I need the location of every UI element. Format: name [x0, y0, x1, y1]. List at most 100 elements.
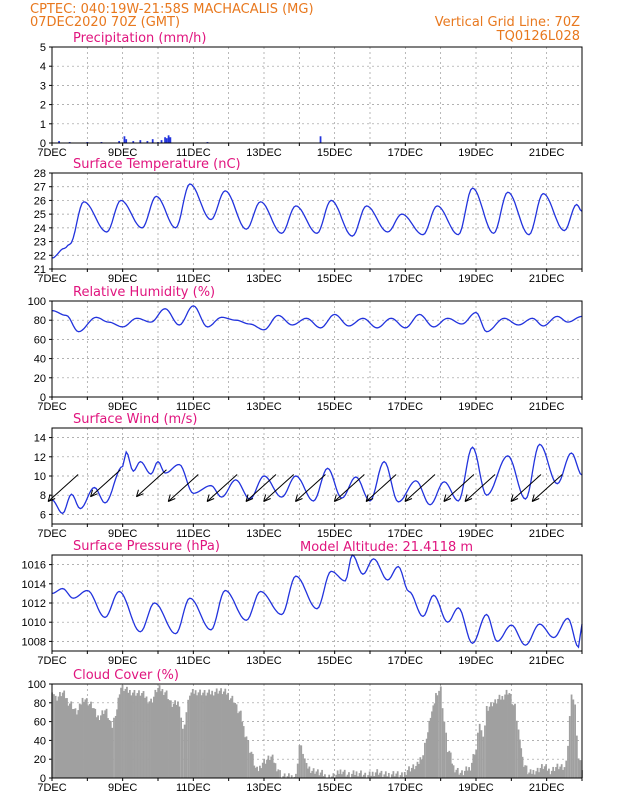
cloud-bar — [139, 695, 142, 778]
cloud-bar — [556, 763, 559, 778]
cloud-bar — [491, 706, 494, 778]
y-tick-label: 28 — [34, 168, 46, 180]
panel-title-wind: Surface Wind (m/s) — [73, 412, 197, 427]
cloud-bar — [148, 701, 151, 778]
cloud-bar — [524, 765, 527, 778]
cloud-bar — [521, 756, 524, 778]
cloud-bar — [405, 774, 408, 778]
x-tick-label: 11DEC — [176, 147, 211, 159]
cloud-bar — [151, 702, 154, 778]
cloud-bar — [197, 692, 200, 778]
cloud-bar — [522, 766, 525, 778]
cloud-bar — [264, 763, 267, 778]
cloud-bar — [399, 775, 402, 778]
cloud-bar — [567, 745, 569, 778]
precip-bar — [132, 141, 135, 143]
precip-bar — [160, 140, 163, 143]
cloud-bar — [565, 760, 568, 778]
wind-arrowhead — [294, 494, 303, 502]
cloud-bar — [261, 762, 264, 778]
panel-precip: 0 1 2 3 4 5 7DEC 9DEC 11DEC 13DEC 15DEC 17DEC 19DEC 2… — [37, 31, 583, 159]
cloud-bar — [267, 755, 270, 778]
x-tick-label: 11DEC — [176, 528, 211, 540]
y-tick-label: 10 — [34, 471, 46, 483]
y-tick-label: 21 — [34, 264, 46, 276]
cloud-bar — [247, 740, 250, 778]
cloud-bar — [141, 693, 143, 778]
y-tick-label: 40 — [34, 735, 46, 747]
cloud-bar — [268, 759, 271, 778]
x-tick-label: 17DEC — [388, 782, 424, 794]
cloud-bar — [339, 769, 342, 778]
cloud-bar — [357, 776, 359, 778]
x-tick-label: 7DEC — [37, 147, 66, 159]
cloud-bar — [217, 693, 220, 778]
cloud-bar — [235, 704, 238, 778]
x-tick-label: 21DEC — [529, 655, 565, 667]
cloud-bar — [158, 685, 161, 778]
precip-bar — [167, 135, 170, 143]
plot-frame-rh — [51, 300, 583, 398]
cloud-bar — [133, 689, 136, 778]
cloud-bar — [557, 769, 560, 778]
cloud-bar — [193, 693, 196, 778]
x-tick-label: 9DEC — [108, 528, 137, 540]
cloud-bar — [428, 720, 431, 778]
cloud-bar — [393, 776, 396, 778]
y-tick-label: 6 — [40, 509, 46, 521]
cloud-bar — [374, 772, 377, 778]
cloud-bar — [90, 701, 92, 778]
cloud-bar — [238, 711, 241, 778]
series-line-rh — [51, 305, 583, 333]
cloud-bar — [562, 769, 564, 778]
x-tick-label: 19DEC — [458, 401, 494, 413]
cloud-bar — [253, 765, 256, 778]
panel-title-rh: Relative Humidity (%) — [73, 285, 215, 300]
cloud-bar — [191, 688, 194, 778]
x-tick-label: 21DEC — [529, 528, 565, 540]
cloud-bar — [508, 693, 511, 778]
cloud-bar — [157, 687, 160, 778]
cloud-bar — [120, 687, 122, 778]
cloud-bar — [165, 690, 168, 778]
precip-bar — [146, 141, 149, 143]
cloud-bar — [497, 698, 499, 778]
cloud-bar — [386, 776, 389, 778]
cloud-bar — [199, 689, 201, 778]
cloud-bar — [168, 700, 171, 778]
precip-bar — [319, 136, 322, 143]
cloud-bar — [412, 764, 415, 778]
plot-frame-precip — [51, 46, 583, 144]
y-tick-label: 1008 — [22, 636, 46, 648]
cloud-bar — [345, 776, 348, 778]
cloud-bar — [575, 735, 578, 778]
cloud-bar — [462, 775, 465, 778]
x-tick-label: 13DEC — [246, 655, 282, 667]
y-tick-label: 27 — [34, 182, 46, 194]
cloud-bar — [71, 709, 74, 778]
cloud-bar — [256, 766, 258, 778]
cloud-bar — [245, 736, 248, 778]
x-tick-label: 7DEC — [37, 528, 66, 540]
cloud-bar — [487, 710, 490, 778]
cloud-bar — [64, 698, 67, 778]
cloud-bar — [451, 763, 454, 778]
x-tick-label: 13DEC — [246, 528, 282, 540]
cloud-bar — [293, 776, 296, 778]
cloud-bar — [160, 691, 162, 778]
cloud-bar — [425, 738, 428, 778]
wind-arrow — [136, 469, 167, 498]
cloud-bar — [83, 701, 85, 778]
x-tick-label: 9DEC — [108, 147, 137, 159]
x-tick-label: 15DEC — [317, 782, 353, 794]
cloud-bar — [427, 732, 429, 778]
cloud-bar — [504, 694, 507, 778]
y-tick-label: 5 — [40, 42, 46, 54]
y-tick-label: 25 — [34, 209, 46, 221]
panel-wind: 6 8 10 12 14 7DEC 9DEC 11DEC 13DEC 15DEC 17DEC 19DE… — [34, 412, 583, 540]
cloud-bar — [355, 771, 358, 778]
cloud-bar — [187, 699, 190, 778]
cloud-bar — [454, 772, 456, 778]
y-tick-label: 1016 — [22, 560, 46, 572]
cloud-bar — [239, 710, 242, 778]
